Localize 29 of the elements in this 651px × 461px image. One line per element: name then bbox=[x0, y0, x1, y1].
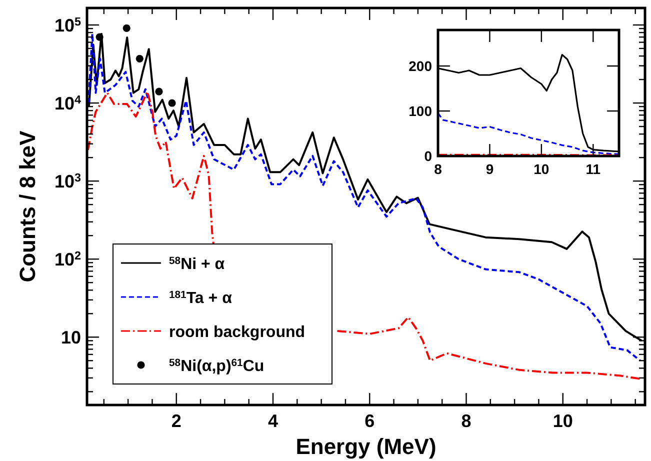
x-tick-label: 8 bbox=[461, 411, 472, 431]
point bbox=[96, 33, 104, 41]
y-tick-label: 10$^{5}$ bbox=[54, 14, 82, 36]
x-tick-label: 10 bbox=[534, 161, 550, 177]
x-tick-label: 6 bbox=[364, 411, 375, 431]
x-tick-label: 4 bbox=[268, 411, 278, 431]
point bbox=[168, 99, 176, 107]
x-axis-title: Energy (MeV) bbox=[296, 434, 436, 459]
y-tick-label: 200 bbox=[408, 58, 432, 74]
y-axis-title: Counts / 8 keV bbox=[15, 130, 40, 282]
legend-label: $^{58}$Ni(α,p)$^{61}$Cu bbox=[169, 358, 264, 375]
x-tick-label: 8 bbox=[434, 161, 442, 177]
x-tick-label: 11 bbox=[586, 161, 601, 177]
x-tick-label: 9 bbox=[486, 161, 494, 177]
legend-label: $^{181}$Ta + α bbox=[169, 290, 232, 307]
y-tick-label: 10$^{2}$ bbox=[54, 249, 82, 270]
y-tick-label: 0 bbox=[424, 148, 432, 164]
y-tick-label: 10$^{4}$ bbox=[54, 92, 82, 114]
y-tick-label: 10 bbox=[60, 328, 81, 348]
legend-label: room background bbox=[169, 324, 306, 341]
point bbox=[122, 24, 130, 32]
point bbox=[155, 88, 163, 96]
y-tick-label: 10$^{3}$ bbox=[54, 171, 82, 192]
x-tick-label: 2 bbox=[171, 411, 182, 431]
x-tick-label: 10 bbox=[552, 411, 573, 431]
y-tick-label: 100 bbox=[408, 103, 432, 120]
legend-label: $^{58}$Ni + α bbox=[169, 256, 225, 273]
line-series bbox=[438, 112, 619, 155]
point bbox=[136, 54, 144, 62]
